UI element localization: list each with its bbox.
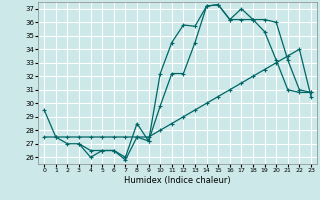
X-axis label: Humidex (Indice chaleur): Humidex (Indice chaleur) <box>124 176 231 185</box>
